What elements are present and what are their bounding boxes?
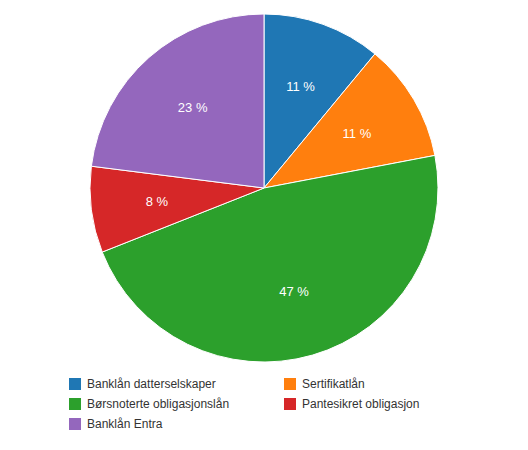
data-label: 8 % — [146, 194, 169, 209]
legend-item: Sertifikatlån — [284, 377, 365, 391]
legend-swatch — [284, 378, 296, 390]
legend-label: Børsnoterte obligasjonslån — [87, 397, 229, 411]
slices — [90, 14, 438, 362]
legend-item: Banklån Entra — [69, 417, 163, 431]
data-label: 47 % — [279, 284, 309, 299]
legend-label: Sertifikatlån — [302, 377, 365, 391]
data-label: 11 % — [286, 79, 315, 94]
data-label: 23 % — [178, 100, 208, 115]
pie: 11 % 11 % 47 % 8 % 23 % — [90, 14, 438, 362]
legend-item: Børsnoterte obligasjonslån — [69, 397, 229, 411]
slice — [91, 14, 264, 188]
legend-item: Pantesikret obligasjon — [284, 397, 419, 411]
legend-label: Banklån Entra — [87, 417, 163, 431]
legend-swatch — [69, 398, 81, 410]
legend-swatch — [284, 398, 296, 410]
legend-label: Pantesikret obligasjon — [302, 397, 419, 411]
legend-item: Banklån datterselskaper — [69, 377, 216, 391]
data-label: 11 % — [343, 126, 372, 141]
chart: 11 % 11 % 47 % 8 % 23 % Banklån datterselskap… — [0, 0, 528, 450]
legend-swatch — [69, 418, 81, 430]
legend-label: Banklån datterselskaper — [87, 377, 216, 391]
data-labels: 11 % 11 % 47 % 8 % 23 % — [146, 79, 372, 299]
legend: Banklån datterselskaper Sertifikatlån Børs… — [69, 377, 419, 431]
legend-swatch — [69, 378, 81, 390]
